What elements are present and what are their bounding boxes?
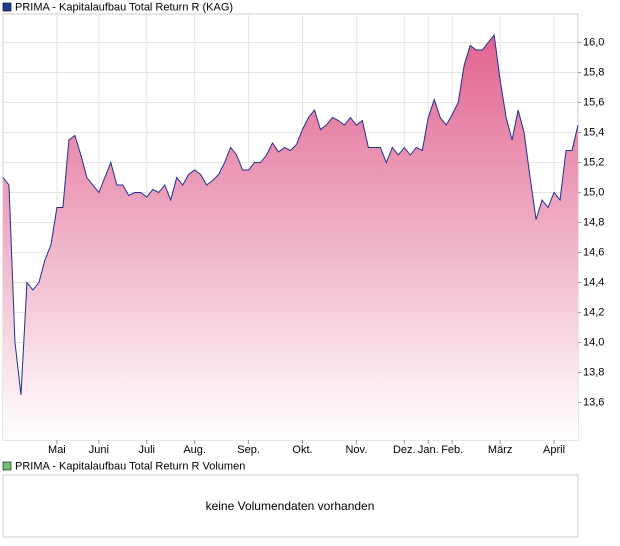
- y-tick-label: 16,0: [583, 36, 604, 48]
- y-tick-label: 14,6: [583, 246, 604, 258]
- x-tick-label: Sep.: [237, 444, 260, 456]
- y-tick-label: 15,4: [583, 126, 604, 138]
- y-tick-label: 13,6: [583, 396, 604, 408]
- x-tick-label: März: [488, 444, 512, 456]
- legend-label: PRIMA - Kapitalaufbau Total Return R (KA…: [15, 1, 233, 13]
- y-tick-label: 14,2: [583, 306, 604, 318]
- price-line: [2, 33, 579, 396]
- x-tick-label: Nov.: [345, 444, 367, 456]
- x-tick-label: Juni: [89, 444, 109, 456]
- x-tick-label: Dez.: [393, 444, 416, 456]
- y-tick-label: 15,0: [583, 186, 604, 198]
- y-tick-label: 15,6: [583, 96, 604, 108]
- x-tick-label: Mai: [48, 444, 66, 456]
- x-tick-label: April: [543, 444, 565, 456]
- y-tick-label: 15,8: [583, 66, 604, 78]
- y-tick-label: 13,8: [583, 366, 604, 378]
- x-tick-label: Juli: [138, 444, 155, 456]
- legend-swatch: [2, 461, 12, 471]
- y-tick-label: 15,2: [583, 156, 604, 168]
- volume-frame: [2, 474, 579, 538]
- y-tick-label: 14,4: [583, 276, 604, 288]
- x-tick-label: Jan.: [418, 444, 439, 456]
- legend-swatch: [2, 2, 12, 12]
- y-tick-label: 14,0: [583, 336, 604, 348]
- x-tick-label: Feb.: [441, 444, 463, 456]
- volume-message: keine Volumendaten vorhanden: [206, 499, 375, 513]
- x-tick-label: Okt.: [292, 444, 312, 456]
- area-fill: [3, 35, 578, 440]
- x-tick-label: Aug.: [183, 444, 206, 456]
- legend-label: PRIMA - Kapitalaufbau Total Return R Vol…: [15, 460, 245, 472]
- y-tick-label: 14,8: [583, 216, 604, 228]
